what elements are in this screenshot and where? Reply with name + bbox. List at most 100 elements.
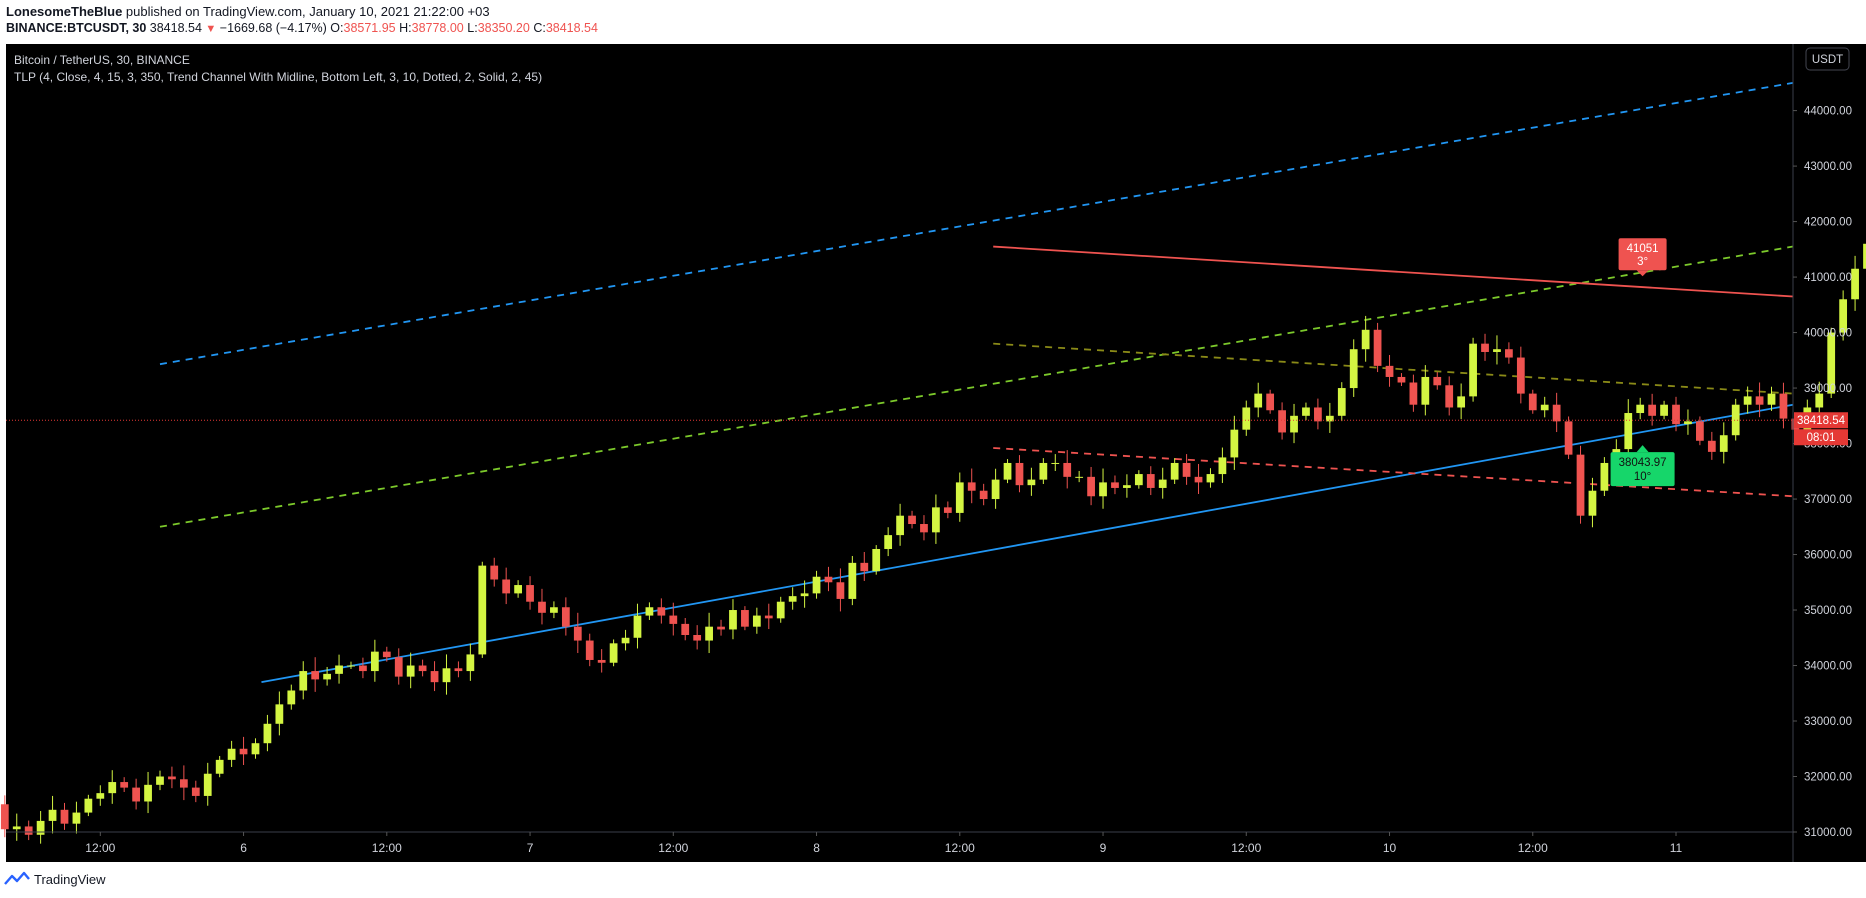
candle-body	[752, 615, 761, 627]
candle-body	[406, 665, 415, 677]
candle-body	[1660, 404, 1668, 416]
candle-down	[418, 659, 427, 677]
candle-body	[1349, 349, 1358, 389]
candle-down	[585, 633, 594, 667]
candle-body	[12, 826, 21, 830]
candle-up	[633, 603, 642, 649]
candle-body	[394, 657, 403, 677]
candle-up	[323, 666, 331, 686]
candle-down	[764, 603, 773, 630]
channel-line-green	[159, 245, 1794, 528]
low-value: 38350.20	[477, 21, 530, 35]
candle-body	[0, 804, 9, 830]
candle-body	[681, 623, 690, 635]
candle-up	[1290, 403, 1298, 444]
candle-body	[824, 576, 833, 583]
candle-body	[478, 565, 487, 655]
candle-body	[597, 659, 606, 663]
candle-down	[693, 625, 702, 650]
candle-body	[454, 668, 463, 672]
candle-body	[1863, 243, 1866, 269]
candle-down	[1111, 475, 1119, 495]
candle-down	[1278, 402, 1286, 440]
candle-body	[1433, 376, 1442, 386]
y-tick-label: 43000.00	[1804, 161, 1852, 173]
candle-body	[239, 748, 248, 755]
high-label: H:	[399, 21, 412, 35]
footer: TradingView	[4, 871, 106, 887]
currency-badge[interactable]: USDT	[1805, 47, 1850, 71]
candle-down	[1445, 376, 1454, 416]
candle-down	[1385, 354, 1394, 387]
candle-body	[633, 615, 642, 638]
candle-body	[1576, 454, 1585, 516]
candle-body	[490, 565, 499, 580]
candle-down	[1015, 455, 1024, 493]
candle-up	[812, 570, 821, 599]
candle-up	[1767, 386, 1776, 411]
candle-body	[1314, 407, 1322, 422]
candle-body	[776, 601, 785, 619]
candle-down	[179, 765, 188, 801]
open-value: 38571.95	[343, 21, 396, 35]
close-label: C:	[533, 21, 546, 35]
candle-up	[144, 771, 152, 814]
candle-down	[860, 551, 869, 581]
candle-down	[1266, 389, 1275, 414]
candle-down	[1648, 393, 1657, 426]
footer-brand[interactable]: TradingView	[34, 871, 106, 887]
x-tick-label: 12:00	[1231, 841, 1261, 855]
y-tick-label: 41000.00	[1804, 272, 1852, 284]
y-tick-label: 36000.00	[1804, 550, 1852, 562]
candle-body	[347, 665, 355, 667]
candle-up	[1134, 470, 1143, 489]
candle-up	[1827, 327, 1836, 399]
candle-body	[311, 671, 320, 680]
candle-up	[932, 494, 940, 544]
candle-body	[1731, 404, 1740, 436]
candle-up	[1075, 470, 1084, 483]
candle-up	[1206, 468, 1215, 488]
candle-down	[1063, 450, 1072, 489]
candle-up	[1660, 400, 1668, 420]
candle-body	[1111, 482, 1119, 488]
time-axis[interactable]: 12:00 6 12:00 7 12:00 8 12:00 9 12:00 10 12:00 11	[85, 832, 1683, 855]
candle-body	[741, 610, 749, 627]
candle-up	[884, 527, 893, 557]
candle-body	[60, 809, 69, 824]
candle-down	[538, 588, 546, 625]
last-price-label-bg	[1794, 412, 1848, 429]
legend: Bitcoin / TetherUS, 30, BINANCE TLP (4, …	[14, 53, 542, 84]
candle-body	[538, 601, 546, 613]
channel-line-blue	[159, 81, 1794, 366]
candle-body	[1552, 404, 1561, 422]
candle-body	[1779, 393, 1788, 419]
candle-up	[1337, 382, 1346, 422]
y-tick-label: 37000.00	[1804, 494, 1852, 506]
candle-up	[1254, 382, 1263, 418]
publish-info: LonesomeTheBlue published on TradingView…	[6, 4, 490, 19]
candle-up	[645, 602, 654, 620]
candle-body	[764, 615, 773, 619]
candles	[0, 243, 1866, 844]
candle-body	[96, 793, 105, 799]
candle-body	[1516, 357, 1525, 394]
legend-title: Bitcoin / TetherUS, 30, BINANCE	[14, 53, 190, 67]
candle-body	[168, 776, 176, 780]
open-label: O:	[330, 21, 344, 35]
candle-up	[872, 545, 881, 575]
candle-body	[729, 610, 737, 630]
candle-down	[1314, 398, 1322, 430]
author-name[interactable]: LonesomeTheBlue	[6, 4, 123, 19]
candle-down	[1373, 322, 1382, 373]
candle-body	[1385, 365, 1394, 377]
candle-body	[800, 593, 809, 597]
candle-body	[442, 668, 451, 683]
candle-up	[896, 503, 904, 546]
candle-body	[1600, 462, 1609, 491]
candle-body	[788, 596, 797, 602]
candle-body	[1767, 393, 1776, 405]
candle-body	[323, 673, 331, 680]
